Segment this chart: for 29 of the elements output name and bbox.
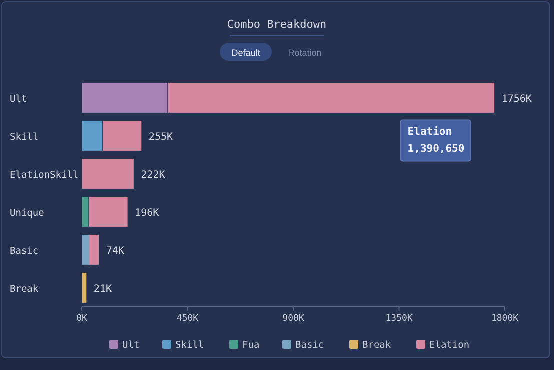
x-tick-label: 0K <box>76 314 88 324</box>
text: Default <box>232 48 261 58</box>
bar <box>82 272 88 304</box>
total-label: 255K <box>148 132 174 143</box>
bar <box>82 158 134 190</box>
y-tick-label: Ult <box>10 94 28 105</box>
x-tick-label: 1350K <box>386 314 414 324</box>
y-tick-label: Break <box>10 284 39 295</box>
y-tick-label: Unique <box>10 208 45 219</box>
total-label: 222K <box>141 170 166 181</box>
total-label: 196K <box>135 208 160 219</box>
annotation: Elation 1,390,650 <box>408 126 465 156</box>
x-tick-label: 900K <box>282 314 305 324</box>
text: Rotation <box>288 48 322 58</box>
legend-label: Ult <box>122 340 140 351</box>
chart-title: Combo Breakdown <box>227 18 327 31</box>
legend-label: Skill <box>176 340 204 351</box>
y-tick-label: Basic <box>10 246 39 257</box>
total-label: 21K <box>94 284 112 295</box>
legend-label: Elation <box>430 340 470 351</box>
total-label: 74K <box>106 246 124 257</box>
x-tick-label: 1800K <box>491 314 520 324</box>
x-tick-label: 450K <box>176 314 200 324</box>
legend-label: Fua <box>242 340 260 351</box>
legend-label: Break <box>362 340 392 351</box>
total-label: 1756K <box>502 94 532 105</box>
y-tick-label: ElationSkill <box>10 170 79 181</box>
y-tick-label: Skill <box>10 132 39 143</box>
legend-label: Basic <box>296 340 324 351</box>
